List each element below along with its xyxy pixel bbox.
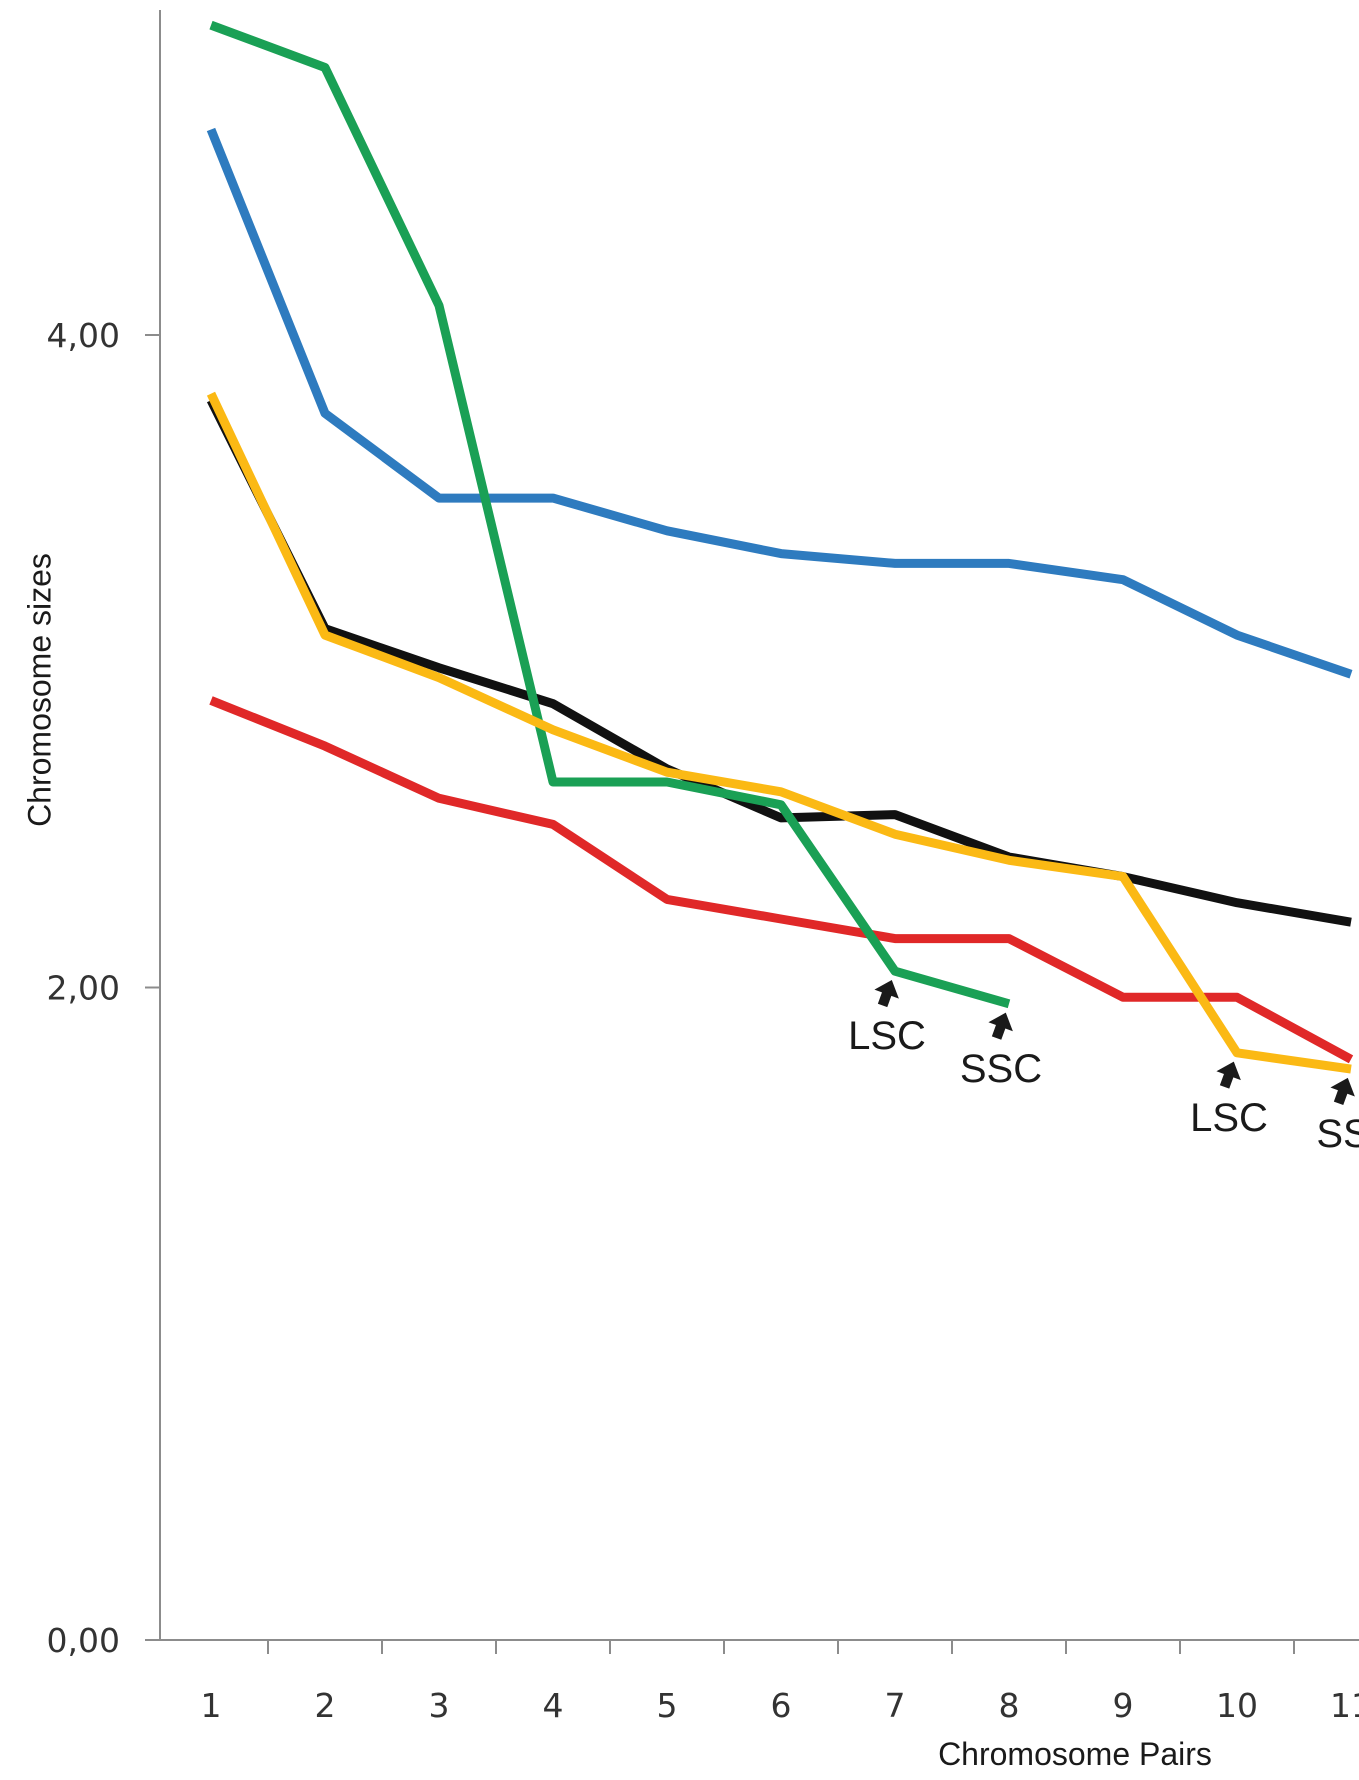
annotation: SSC [960,1008,1042,1091]
series-line-2 [211,700,1351,1059]
arrow-up-icon [870,976,904,1010]
arrow-up-icon [1212,1057,1246,1091]
annotation-label: LSC [1190,1096,1268,1140]
x-tick-label: 11 [1330,1686,1359,1725]
plot-area [211,25,1351,1069]
y-tick-label: 0,00 [47,1621,120,1660]
x-tick-label: 8 [999,1686,1020,1725]
x-tick-label: 9 [1113,1686,1134,1725]
annotation: LSC [1190,1057,1268,1140]
arrow-up-icon [1326,1073,1359,1107]
x-tick-label: 6 [771,1686,792,1725]
annotation-label: LSC [848,1014,926,1058]
x-tick-label: 10 [1216,1686,1258,1725]
x-tick-label: 1 [201,1686,222,1725]
x-ticks: 1 2 3 4 5 6 7 8 9 10 11 [201,1640,1359,1725]
series-layer [211,25,1351,1069]
y-tick-label: 2,00 [47,969,120,1008]
x-tick-label: 5 [657,1686,678,1725]
x-axis-title: Chromosome Pairs [938,1736,1212,1772]
x-tick-label: 7 [885,1686,906,1725]
annotations: LSC SSC LSC SS [848,976,1359,1156]
arrow-up-icon [984,1008,1018,1042]
y-tick-label: 4,00 [47,316,120,355]
series-line-5 [211,394,1351,1069]
y-axis-title: Chromosome sizes [21,553,57,827]
series-line-3 [211,400,1351,922]
annotation-label: SSC [960,1047,1042,1091]
x-tick-label: 3 [429,1686,450,1725]
annotation: SS [1316,1073,1359,1156]
annotation: LSC [848,976,926,1059]
x-tick-label: 2 [315,1686,336,1725]
series-line-1 [211,130,1351,675]
annotation-label: SS [1316,1112,1359,1156]
y-ticks: 0,00 2,00 4,00 [47,316,160,1660]
x-tick-label: 4 [543,1686,564,1725]
